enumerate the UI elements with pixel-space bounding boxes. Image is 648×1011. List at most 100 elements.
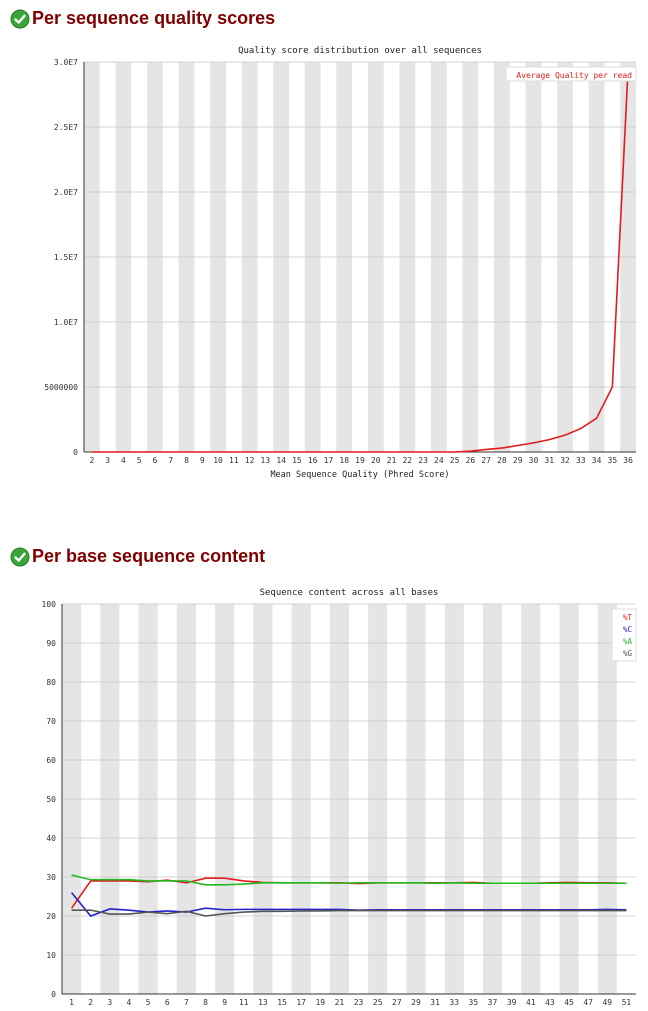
x-tick-label: 41 [526,998,536,1007]
x-tick-label: 37 [488,998,498,1007]
x-tick-label: 32 [560,456,570,465]
x-tick-label: 47 [583,998,593,1007]
check-circle-icon [10,547,30,566]
y-tick-label: 0 [73,448,78,457]
legend-box [505,66,637,82]
legend-box [611,608,637,662]
x-tick-label: 10 [213,456,223,465]
x-tick-label: 28 [497,456,507,465]
x-tick-label: 11 [229,456,239,465]
series-line [91,68,629,453]
x-tick-label: 1 [69,998,74,1007]
y-tick-label: 100 [42,600,57,609]
x-tick-label: 15 [277,998,287,1007]
series-line [71,874,627,886]
x-tick-label: 17 [324,456,334,465]
x-tick-label: 4 [127,998,132,1007]
x-tick-label: 25 [373,998,383,1007]
x-tick-label: 39 [507,998,517,1007]
x-tick-label: 19 [315,998,325,1007]
x-tick-label: 43 [545,998,555,1007]
quality-score-chart: Quality score distribution over all sequ… [44,46,637,480]
x-tick-label: 7 [168,456,173,465]
x-tick-label: 4 [121,456,126,465]
x-tick-label: 45 [564,998,574,1007]
y-tick-label: 3.0E7 [54,58,78,67]
y-tick-label: 1.5E7 [54,253,78,262]
x-tick-label: 29 [513,456,523,465]
x-tick-label: 35 [608,456,618,465]
x-tick-label: 18 [339,456,349,465]
chart-title: Sequence content across all bases [260,588,439,598]
section-header-content: Per base sequence content [10,546,265,567]
chart-title: Quality score distribution over all sequ… [238,46,482,56]
legend-entry: %G [623,649,633,658]
x-tick-label: 3 [105,456,110,465]
x-tick-label: 16 [308,456,318,465]
x-tick-label: 8 [203,998,208,1007]
x-tick-label: 21 [387,456,397,465]
y-tick-label: 70 [46,717,56,726]
x-axis-label: Mean Sequence Quality (Phred Score) [270,470,449,480]
x-tick-label: 2 [89,456,94,465]
x-tick-label: 6 [153,456,158,465]
x-tick-label: 14 [276,456,286,465]
x-tick-label: 31 [430,998,440,1007]
x-tick-label: 34 [592,456,602,465]
x-tick-label: 36 [623,456,633,465]
y-tick-label: 60 [46,756,56,765]
x-tick-label: 11 [239,998,249,1007]
x-tick-label: 30 [529,456,539,465]
x-tick-label: 5 [146,998,151,1007]
check-circle-icon [10,9,30,28]
x-tick-label: 13 [261,456,271,465]
x-tick-label: 35 [469,998,479,1007]
x-tick-label: 25 [450,456,460,465]
x-tick-label: 49 [602,998,612,1007]
x-tick-label: 24 [434,456,444,465]
series-line [71,909,627,917]
x-tick-label: 13 [258,998,268,1007]
y-tick-label: 90 [46,639,56,648]
x-tick-label: 27 [481,456,491,465]
x-tick-label: 27 [392,998,402,1007]
x-tick-label: 2 [88,998,93,1007]
x-tick-label: 3 [107,998,112,1007]
x-tick-label: 21 [335,998,345,1007]
y-tick-label: 20 [46,912,56,921]
y-tick-label: 10 [46,951,56,960]
x-tick-label: 20 [371,456,381,465]
y-tick-label: 50 [46,795,56,804]
x-tick-label: 26 [466,456,476,465]
section-header-quality: Per sequence quality scores [10,8,275,29]
x-tick-label: 8 [184,456,189,465]
x-tick-label: 17 [296,998,306,1007]
y-tick-label: 2.5E7 [54,123,78,132]
legend-entry: %T [623,613,633,622]
x-tick-label: 33 [449,998,459,1007]
y-tick-label: 40 [46,834,56,843]
x-tick-label: 9 [200,456,205,465]
legend-entry: Average Quality per read [516,71,632,80]
x-tick-label: 51 [622,998,632,1007]
section-title: Per base sequence content [32,546,266,566]
sequence-content-chart: Sequence content across all bases 0 10 20 30… [42,588,637,1007]
y-tick-label: 0 [51,990,56,999]
x-tick-label: 23 [354,998,364,1007]
x-tick-label: 22 [402,456,412,465]
x-tick-label: 19 [355,456,365,465]
x-tick-label: 5 [137,456,142,465]
y-tick-label: 80 [46,678,56,687]
x-tick-label: 9 [222,998,227,1007]
x-tick-label: 31 [544,456,554,465]
x-tick-label: 7 [184,998,189,1007]
legend-entry: %A [623,637,633,646]
x-tick-label: 23 [418,456,428,465]
x-tick-label: 33 [576,456,586,465]
x-tick-label: 29 [411,998,421,1007]
y-tick-label: 1.0E7 [54,318,78,327]
x-tick-label: 12 [245,456,255,465]
y-tick-label: 30 [46,873,56,882]
x-tick-label: 15 [292,456,302,465]
x-tick-label: 6 [165,998,170,1007]
